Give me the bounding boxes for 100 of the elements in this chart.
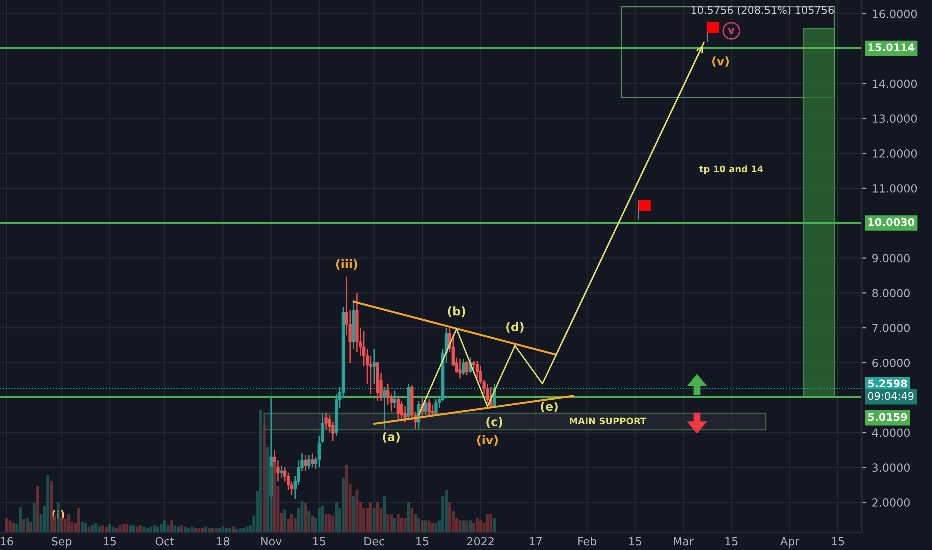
bar: [335, 502, 338, 533]
annotation: 10.5756 (208.51%) 105756: [692, 6, 834, 16]
y-tick-label: 4.0000: [872, 428, 910, 438]
bar: [160, 524, 163, 533]
bar: [225, 528, 228, 533]
x-tick-label: Sep: [52, 537, 72, 548]
candlestick: [400, 400, 404, 422]
x-tick-label: 15: [104, 537, 116, 546]
x-tick-label: 15: [416, 537, 429, 546]
bar: [126, 524, 129, 533]
bar: [479, 520, 482, 533]
bar: [284, 510, 287, 533]
bar: [105, 526, 108, 533]
bar: [260, 410, 262, 533]
x-tick-label: 16: [1, 537, 14, 546]
x-tick-label: Mar: [674, 537, 694, 546]
bar: [218, 528, 222, 533]
candlestick: [304, 454, 308, 472]
bar: [67, 514, 70, 533]
bar: [421, 520, 424, 533]
bar: [434, 523, 438, 533]
bar: [190, 526, 194, 533]
bar: [228, 528, 232, 533]
bar: [324, 514, 328, 533]
bar: [204, 526, 208, 533]
candlestick: [404, 406, 407, 423]
bar: [112, 526, 115, 533]
bar: [318, 508, 321, 533]
x-tick-label: 18: [217, 537, 230, 546]
bar: [386, 514, 390, 533]
bar: [180, 526, 184, 533]
text: 09:04:49: [868, 392, 914, 400]
bar: [129, 526, 132, 533]
y-tick-label: 8.0000: [872, 289, 910, 298]
bar: [80, 522, 84, 533]
bar: [266, 447, 270, 533]
annotation: (a): [383, 432, 400, 443]
bar: [214, 528, 218, 533]
bar: [177, 526, 180, 533]
candlestick: [462, 358, 466, 376]
bar: [394, 518, 396, 533]
candlestick: [458, 358, 462, 380]
bar: [308, 510, 311, 533]
bar: [445, 490, 448, 533]
bar: [332, 516, 335, 533]
y-tick-label: 7.0000: [872, 324, 910, 332]
bar: [46, 475, 50, 533]
ref-line-label: 10.0030: [868, 218, 915, 226]
bar: [102, 526, 104, 533]
candlestick: [428, 399, 431, 418]
bar: [5, 518, 8, 533]
bar: [369, 502, 372, 533]
bar: [390, 514, 394, 533]
annotation: (i): [52, 510, 64, 520]
bar: [383, 496, 386, 533]
bar: [469, 520, 472, 533]
bar: [32, 504, 36, 533]
x-tick-label: 15: [314, 537, 326, 546]
bar: [184, 526, 187, 533]
y-tick-label: 6.0000: [872, 358, 910, 368]
y-tick-label: 3.0000: [872, 464, 910, 472]
bar: [201, 528, 204, 533]
annotation: (d): [506, 322, 524, 333]
bar: [342, 478, 345, 533]
bar: [78, 508, 80, 533]
bar: [153, 526, 156, 533]
bar: [462, 520, 466, 533]
bar: [490, 514, 493, 533]
bar: [424, 520, 428, 533]
x-tick-label: Feb: [578, 537, 597, 546]
bar: [88, 526, 91, 533]
bar: [396, 514, 400, 533]
bar: [26, 518, 29, 533]
bar: [122, 524, 126, 533]
bar: [294, 518, 297, 533]
y-tick-label: 13.0000: [873, 114, 918, 124]
candlestick: [486, 383, 490, 404]
annotation: (e): [541, 402, 558, 412]
candlestick: [324, 412, 328, 430]
bar: [311, 516, 314, 533]
bar: [428, 520, 431, 533]
bar: [321, 506, 324, 533]
bar: [8, 520, 12, 533]
annotation: (iv): [477, 435, 498, 446]
x-tick-label: Oct: [156, 537, 174, 546]
annotation: (b): [448, 306, 466, 318]
bar: [174, 526, 177, 533]
x-tick-label: Nov: [262, 537, 282, 546]
annotation: tp 10 and 14: [700, 166, 764, 174]
bar: [163, 520, 166, 533]
x-tick-label: 15: [832, 537, 844, 546]
bar: [208, 528, 211, 533]
bar: [139, 526, 142, 533]
bar: [345, 466, 348, 533]
bar: [232, 526, 236, 533]
bar: [476, 518, 479, 533]
bar: [132, 526, 136, 533]
bar: [400, 518, 404, 533]
ref-line-label: 5.0159: [868, 413, 908, 422]
x-tick-label: Dec: [364, 537, 384, 546]
